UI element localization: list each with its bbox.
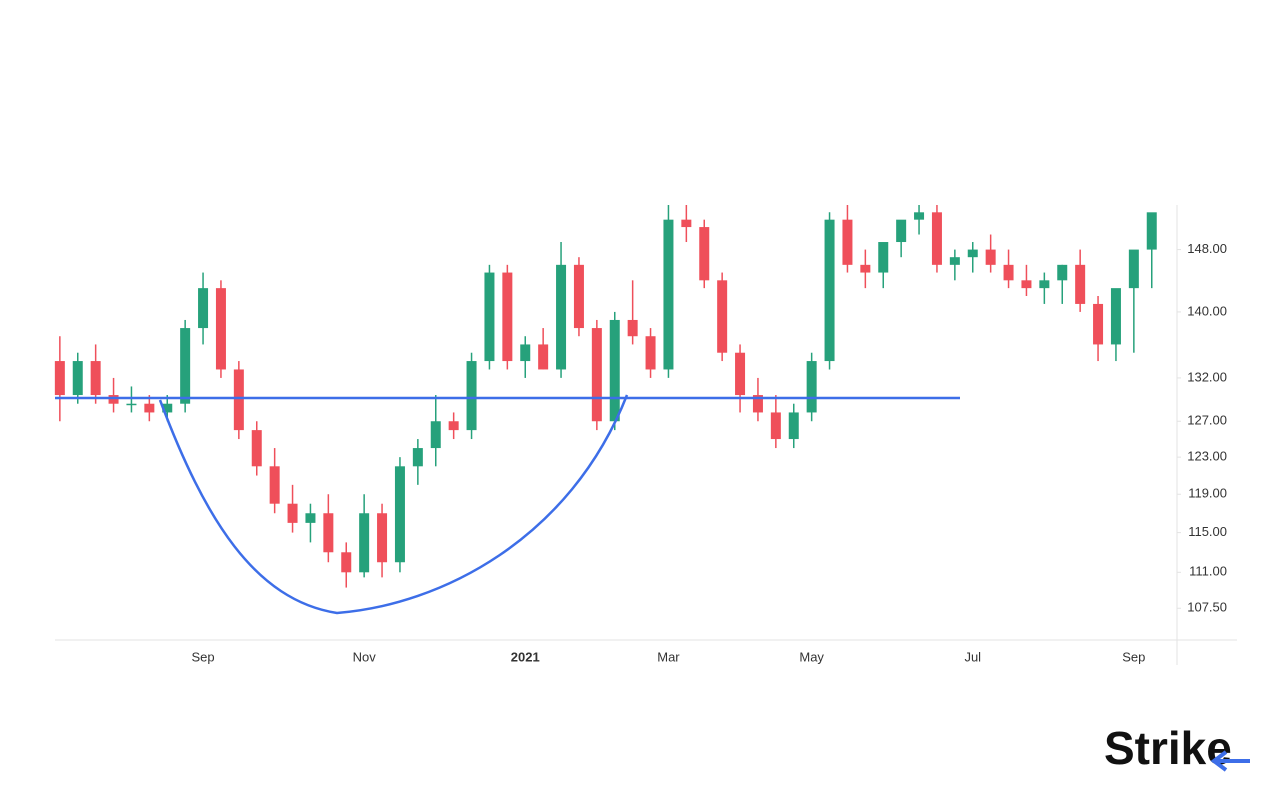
y-tick-label: 132.00 [1187,369,1227,384]
candle-body [1003,264,1014,281]
candle-body [914,212,925,220]
candle-body [931,212,942,265]
candle-body [466,361,477,431]
candle-body [967,249,978,258]
y-tick-label: 119.00 [1188,486,1227,501]
candle-body [985,249,996,265]
candle-body [735,352,746,396]
candle-body [323,513,334,553]
candle-body [681,219,692,228]
candle-body [430,421,441,449]
candle-body [1093,303,1104,345]
candle-body [770,412,781,440]
candle-body [645,336,656,370]
y-tick-label: 140.00 [1187,303,1227,318]
plot-area [54,205,1157,588]
candle-body [180,328,191,404]
candle-body [896,219,907,243]
candle-body [1021,280,1032,289]
candle-body [752,395,763,413]
candle-body [1146,212,1157,250]
candle-body [126,403,137,406]
candle-body [144,403,155,413]
candle-body [251,430,262,467]
candle-body [878,242,889,273]
candle-body [1110,288,1121,345]
candle-body [1057,264,1068,281]
candle-body [520,344,531,362]
candle-body [788,412,799,440]
candle-body [824,219,835,362]
candle-body [627,319,638,337]
candle-body [394,466,405,563]
candle-body [377,513,388,563]
candle-body [1128,249,1139,289]
candle-body [448,421,459,431]
candle-body [233,369,244,431]
candle-body [54,361,65,396]
candle-body [699,227,710,281]
candle-body [108,395,119,404]
candle-body [538,344,549,370]
cup-curve [158,394,629,615]
candle-body [412,448,423,467]
logo: Strike [1104,722,1232,774]
candle-body [90,361,101,396]
x-tick-label: Sep [1122,649,1145,664]
candle-body [663,219,674,370]
candle-body [717,280,728,353]
candle-body [556,264,567,370]
candle-body [269,466,280,504]
candle-body [359,513,370,573]
x-tick-label: Sep [191,649,214,664]
candle-body [842,219,853,265]
candle-body [806,361,817,413]
y-tick-label: 115.00 [1188,524,1227,539]
candle-body [484,272,495,362]
candle-body [198,288,209,329]
y-tick-label: 148.00 [1187,241,1227,256]
candle-body [591,328,602,422]
x-tick-label: Nov [353,649,377,664]
y-tick-label: 123.00 [1187,449,1227,464]
candle-body [162,403,173,413]
candle-body [502,272,513,362]
y-tick-label: 111.00 [1189,564,1227,579]
candle-body [341,552,352,573]
candle-body [287,503,298,523]
candle-body [860,264,871,273]
candle-body [305,513,316,523]
x-tick-label: Jul [964,649,981,664]
x-tick-label: 2021 [511,649,540,664]
x-tick-label: Mar [657,649,680,664]
candle-body [573,264,584,329]
y-tick-label: 127.00 [1187,413,1227,428]
candle-body [72,361,83,396]
candle-body [215,288,226,370]
logo-arrow [1210,750,1250,772]
candle-body [1039,280,1050,289]
candle-body [609,319,620,422]
y-tick-label: 107.50 [1187,600,1227,615]
candle-body [949,257,960,265]
candle-body [1075,264,1086,304]
x-tick-label: May [799,649,824,664]
